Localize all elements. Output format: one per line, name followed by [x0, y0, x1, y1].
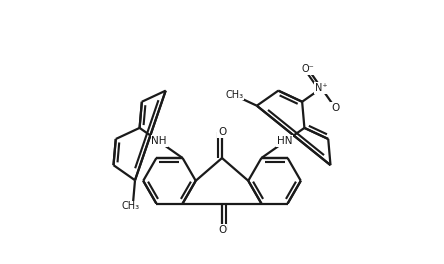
- Text: N⁺: N⁺: [315, 83, 328, 93]
- Text: HN: HN: [277, 136, 293, 146]
- Text: CH₃: CH₃: [122, 201, 140, 211]
- Text: O⁻: O⁻: [301, 64, 314, 74]
- Text: O: O: [218, 225, 226, 235]
- Text: NH: NH: [151, 136, 167, 146]
- Text: CH₃: CH₃: [225, 89, 243, 100]
- Text: O: O: [218, 127, 226, 137]
- Text: O: O: [331, 102, 339, 112]
